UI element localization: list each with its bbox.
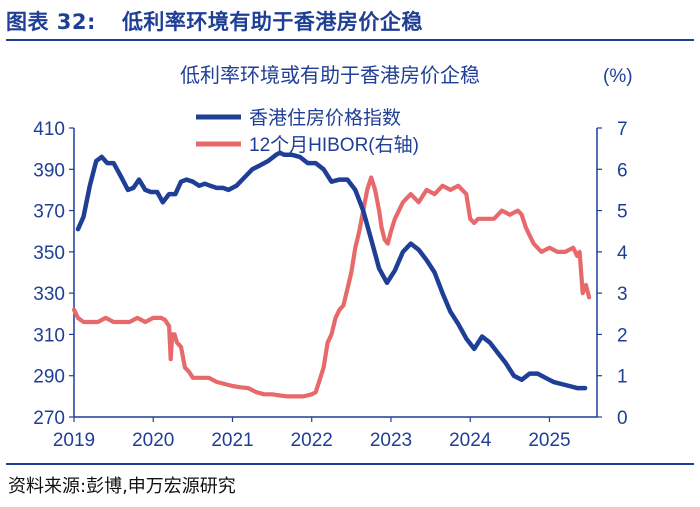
y-right-tick-label: 4	[617, 243, 628, 264]
property-price-line	[75, 150, 588, 391]
y-right-tick-label: 0	[617, 408, 628, 429]
x-tick-label: 2021	[211, 430, 253, 451]
chart-title: 低利率环境或有助于香港房价企稳	[180, 64, 480, 87]
x-tick-label: 2023	[370, 430, 412, 451]
x-tick-label: 2024	[449, 430, 492, 451]
x-tick-label: 2022	[291, 430, 333, 451]
y-left-tick-label: 350	[33, 243, 65, 264]
y-left-tick-label: 270	[33, 408, 65, 429]
hibor-line	[71, 175, 592, 399]
legend-label: 香港住房价格指数	[249, 107, 401, 129]
y-left-tick-label: 330	[33, 284, 65, 305]
y2-unit-label: (%)	[603, 66, 633, 87]
y-left-tick-label: 290	[33, 367, 65, 388]
series-lines	[71, 150, 592, 399]
report-title: 图表 32: 低利率环境有助于香港房价企稳	[6, 6, 423, 36]
title-rule	[6, 39, 694, 41]
y-right-tick-label: 6	[617, 160, 628, 181]
y-right-tick-label: 1	[617, 367, 628, 388]
y-right-tick-label: 7	[617, 119, 628, 140]
y-right-tick-label: 2	[617, 325, 628, 346]
y-left-tick-label: 390	[33, 160, 65, 181]
x-tick-label: 2019	[53, 430, 95, 451]
x-tick-label: 2025	[528, 430, 570, 451]
y-left-tick-label: 310	[33, 325, 65, 346]
y-left-tick-label: 410	[33, 119, 65, 140]
footer-rule	[6, 463, 694, 465]
y-right-tick-label: 5	[617, 202, 628, 223]
figure-label: 图表 32:	[6, 10, 96, 34]
figure-title: 低利率环境有助于香港房价企稳	[121, 10, 423, 34]
x-tick-label: 2020	[132, 430, 174, 451]
legend-label: 12个月HIBOR(右轴)	[249, 134, 419, 156]
axis-ticks: 410 390 370 350 330 310 290 270 7 6 5 4 3 2 1 0 2019 2020…	[33, 119, 628, 451]
legend: 香港住房价格指数 12个月HIBOR(右轴)	[196, 107, 419, 156]
source-note: 资料来源:彭博,申万宏源研究	[8, 476, 236, 497]
y-left-tick-label: 370	[33, 202, 65, 223]
y-right-tick-label: 3	[617, 284, 628, 305]
